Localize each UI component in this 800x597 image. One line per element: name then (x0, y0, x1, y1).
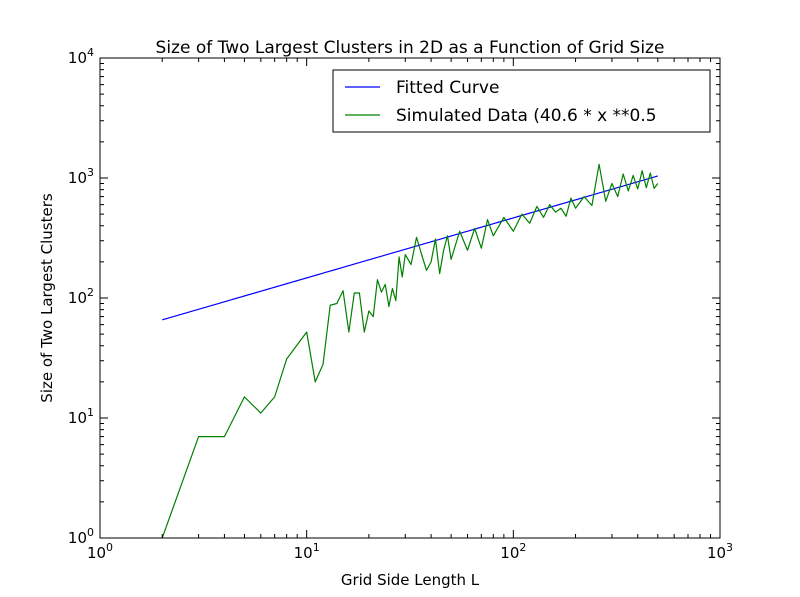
x-tick-label: 100 (87, 541, 113, 562)
legend-label: Fitted Curve (396, 78, 499, 98)
y-tick-label: 101 (68, 406, 94, 427)
axes: 100 101 102 103 100 101 102 103 104 (68, 46, 733, 562)
legend-label: Simulated Data (40.6 * x **0.5 (396, 106, 657, 126)
series-line-simulated-data (161, 163, 659, 538)
legend: Fitted Curve Simulated Data (40.6 * x **0… (332, 69, 711, 133)
x-tick-label: 102 (500, 541, 526, 562)
x-tick-label: 101 (294, 541, 320, 562)
plot-area (161, 163, 659, 538)
x-axis-label: Grid Side Length L (341, 571, 480, 589)
y-axis-label: Size of Two Largest Clusters (38, 193, 56, 403)
y-tick-label: 102 (68, 286, 94, 307)
y-tick-label: 104 (68, 46, 94, 67)
legend-box (332, 69, 711, 133)
series-line-fitted-curve (162, 175, 658, 321)
y-tick-label: 103 (68, 166, 94, 187)
y-tick-label: 100 (68, 526, 94, 547)
x-tick-label: 103 (707, 541, 733, 562)
chart-title: Size of Two Largest Clusters in 2D as a … (156, 38, 665, 58)
